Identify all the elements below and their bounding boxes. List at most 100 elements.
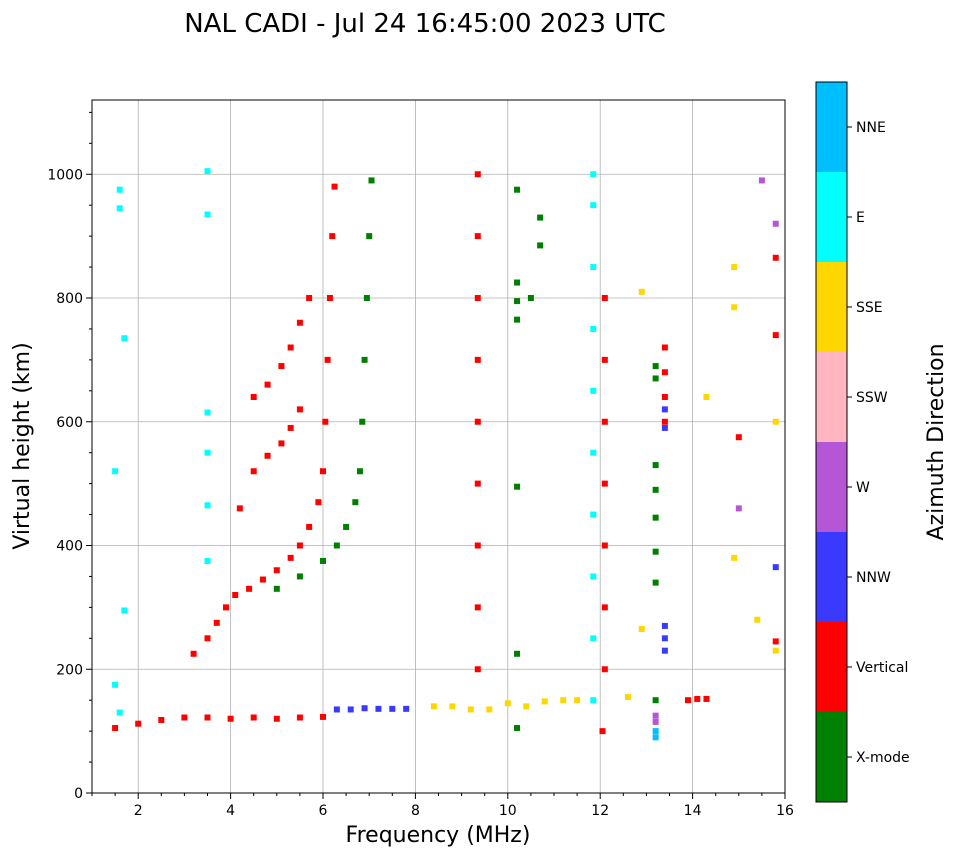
colorbar-swatch-w [816, 442, 847, 532]
echo-point [363, 295, 370, 301]
y-tick-label: 400 [56, 539, 83, 555]
x-tick-label: 14 [684, 803, 702, 819]
echo-point [222, 604, 229, 611]
echo-point [204, 635, 211, 642]
echo-point [352, 499, 359, 506]
y-tick-label: 0 [74, 786, 83, 802]
colorbar-tick-label: NNE [856, 120, 886, 136]
echo-point [758, 177, 765, 184]
echo-point [296, 319, 303, 326]
echo-point [772, 638, 779, 645]
echo-point [287, 424, 294, 431]
echo-point [181, 714, 188, 721]
echo-point [514, 483, 521, 490]
colorbar-tick-label: SSW [856, 390, 888, 406]
colorbar-tick-label: W [856, 480, 870, 496]
y-tick-label: 200 [56, 662, 83, 678]
colorbar-swatch-vertical [816, 622, 847, 712]
colorbar-frame [815, 81, 848, 803]
echo-point [430, 703, 437, 710]
echo-point [652, 712, 659, 719]
x-tick-label: 10 [499, 803, 517, 819]
echo-point [754, 616, 761, 623]
echo-point [661, 394, 668, 400]
echo-point [474, 480, 481, 487]
echo-point [574, 697, 581, 704]
echo-point [204, 449, 211, 456]
echo-point [638, 626, 645, 633]
echo-point [259, 576, 266, 583]
echo-point [331, 183, 338, 190]
echo-point [361, 705, 368, 712]
echo-point [694, 695, 701, 702]
echo-point [474, 233, 481, 240]
echo-point [474, 418, 481, 425]
echo-point [514, 298, 521, 305]
echo-point [204, 409, 211, 416]
echo-point [121, 607, 128, 614]
echo-point [116, 205, 123, 212]
echo-point [273, 567, 280, 574]
echo-point [661, 418, 668, 425]
echo-point [366, 233, 373, 240]
echo-point [486, 706, 493, 713]
y-axis: 0 200 400 600 800 1000 [47, 111, 92, 802]
echo-point [320, 713, 326, 720]
echo-point [661, 635, 668, 642]
echo-point [112, 468, 119, 475]
echo-point [661, 406, 668, 413]
echo-point [601, 542, 608, 549]
echo-point [320, 468, 326, 475]
echo-point [278, 440, 285, 447]
echo-point [250, 714, 257, 721]
echo-point [204, 211, 211, 218]
colorbar-tick-label: X-mode [856, 750, 910, 766]
echo-point [322, 418, 329, 425]
echo-point [537, 242, 544, 249]
echo-point [190, 650, 197, 657]
echo-point [661, 369, 668, 376]
echo-point [590, 449, 597, 456]
x-tick-label: 6 [319, 803, 328, 819]
echo-point [112, 725, 119, 732]
echo-point [204, 502, 211, 509]
echo-point [296, 542, 303, 549]
echo-point [333, 706, 340, 713]
echo-point [537, 214, 544, 221]
x-tick-label: 8 [411, 803, 420, 819]
x-tick-label: 4 [226, 803, 235, 819]
chart-title: NAL CADI - Jul 24 16:45:00 2023 UTC [184, 9, 666, 39]
y-tick-label: 1000 [47, 167, 83, 183]
echo-point [590, 202, 597, 209]
echo-point [264, 452, 271, 459]
echo-point [661, 424, 668, 431]
echo-point [601, 356, 608, 363]
grid-lines [92, 100, 786, 794]
colorbar-tick-label: E [856, 210, 865, 226]
echo-point [227, 715, 234, 722]
echo-point [250, 468, 257, 475]
echo-point [333, 542, 340, 549]
echo-point [287, 554, 294, 561]
echo-point [590, 635, 597, 642]
echo-point [246, 585, 253, 592]
echo-point [306, 295, 313, 301]
echo-point [638, 288, 645, 295]
x-tick-label: 16 [776, 803, 794, 819]
y-tick-label: 800 [56, 291, 83, 307]
colorbar-swatch-nne [816, 82, 847, 172]
echo-point [652, 718, 659, 725]
echo-point [652, 728, 659, 735]
colorbar-label: Azimuth Direction [924, 343, 949, 540]
echo-point [590, 573, 597, 580]
echo-point [684, 697, 691, 704]
echo-point [514, 725, 521, 732]
echo-point [467, 706, 474, 713]
echo-point [278, 363, 285, 370]
echo-point [315, 499, 322, 506]
echo-point [601, 604, 608, 611]
echo-point [661, 647, 668, 654]
echo-point [601, 666, 608, 673]
echo-point [474, 666, 481, 673]
echo-point [735, 434, 742, 441]
